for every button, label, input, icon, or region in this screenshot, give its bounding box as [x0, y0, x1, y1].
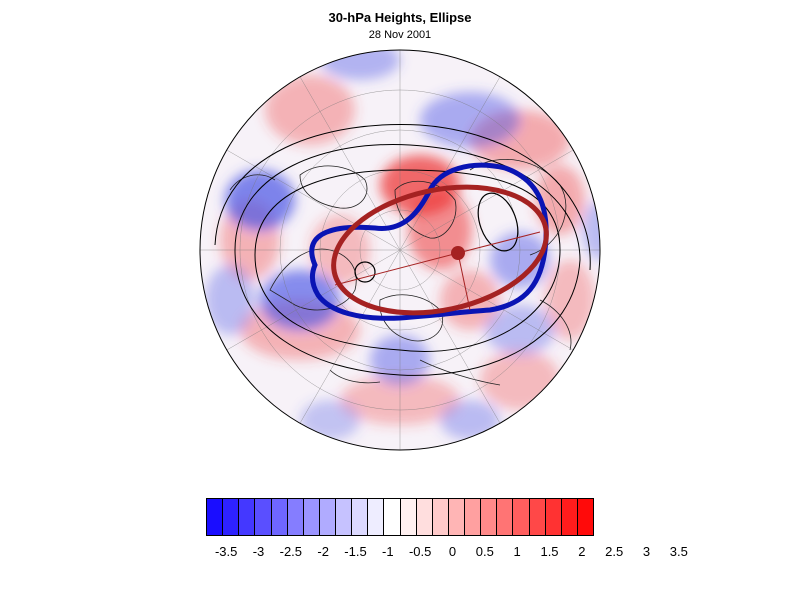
longitude-line: [399, 249, 501, 424]
colorbar-swatch: [481, 499, 498, 535]
colorbar-swatch: [416, 499, 433, 535]
colorbar-swatch: [577, 499, 593, 535]
longitude-line: [226, 249, 401, 351]
colorbar-swatch: [303, 499, 320, 535]
colorbar-swatch: [368, 499, 385, 535]
coastline: [419, 359, 501, 386]
anomaly-blob: [440, 400, 500, 440]
minor-axis-line: [457, 252, 471, 311]
colorbar-tick-label: -2: [317, 544, 329, 559]
colorbar-tick-label: 3.5: [669, 544, 688, 559]
colorbar-swatch: [529, 499, 546, 535]
height-contour: [254, 169, 561, 352]
colorbar-swatch: [287, 499, 304, 535]
colorbar-swatch: [384, 499, 401, 535]
anomaly-blob: [300, 400, 360, 440]
low-contour: [477, 192, 519, 252]
colorbar-tick-label: 0.5: [475, 544, 494, 559]
globe-outline: [199, 49, 601, 451]
colorbar-tick-label: -3.5: [214, 544, 238, 559]
colorbar-swatch: [497, 499, 514, 535]
colorbar-tick-label: -2.5: [279, 544, 303, 559]
height-contour: [214, 123, 591, 271]
colorbar-tick-label: 2: [578, 544, 586, 559]
anomaly-blob: [582, 200, 600, 260]
anomaly-blob: [420, 92, 520, 148]
colorbar-swatch: [352, 499, 369, 535]
high-contour: [354, 261, 376, 283]
major-axis-line: [334, 252, 459, 286]
colorbar-swatch: [223, 499, 240, 535]
anomaly-blob: [485, 305, 555, 355]
colorbar-tick-label: -1.5: [344, 544, 367, 559]
colorbar-swatch: [255, 499, 272, 535]
coastline: [299, 165, 368, 209]
longitude-line: [399, 76, 501, 251]
fitted-ellipse: [331, 184, 549, 316]
colorbar-swatch: [545, 499, 562, 535]
map-date: 28 Nov 2001: [368, 29, 432, 41]
longitude-line: [299, 76, 401, 251]
colorbar-tick-label: 1.5: [540, 544, 559, 559]
anomaly-blob: [205, 265, 255, 335]
anomaly-blob: [320, 50, 400, 80]
height-contours: [214, 123, 591, 376]
anomaly-blob: [480, 350, 560, 410]
colorbar-tick-label: -3: [252, 544, 265, 559]
colorbar-swatch: [271, 499, 288, 535]
major-axis-line: [457, 231, 541, 254]
colorbar-tick-label: 3: [642, 544, 651, 559]
coastline: [379, 294, 443, 342]
colorbar-swatch: [561, 499, 578, 535]
colorbar-tick-label: -1: [382, 544, 394, 559]
colorbar-swatch: [239, 499, 256, 535]
anomaly-blob: [225, 170, 295, 230]
colorbar-tick-label: 0: [448, 544, 457, 559]
anomaly-blob: [260, 270, 340, 330]
lat-lon-grid: [200, 50, 600, 450]
colorbar-swatch: [513, 499, 530, 535]
colorbar-swatch: [207, 499, 224, 535]
coastline: [269, 248, 357, 311]
colorbar-swatch: [336, 499, 353, 535]
coastline: [229, 174, 276, 191]
colorbar-tick-label: 1: [513, 544, 521, 559]
coastline: [539, 299, 572, 351]
colorbar-swatch: [448, 499, 465, 535]
colorbar-tick-label: -0.5: [408, 544, 432, 559]
vortex-overlay: [309, 162, 549, 321]
longitude-line: [399, 149, 574, 251]
colorbar-swatch: [465, 499, 482, 535]
colorbar-swatch: [432, 499, 449, 535]
longitude-line: [299, 249, 401, 424]
anomaly-blob: [490, 232, 550, 288]
coastline: [329, 369, 381, 384]
height-contour: [234, 143, 581, 376]
colorbar: [206, 498, 594, 536]
colorbar-swatch: [319, 499, 336, 535]
colorbar-swatch: [400, 499, 417, 535]
anomaly-blob: [265, 75, 355, 145]
map-title: 30-hPa Heights, Ellipse: [328, 10, 472, 25]
colorbar-tick-label: 2.5: [605, 544, 624, 559]
